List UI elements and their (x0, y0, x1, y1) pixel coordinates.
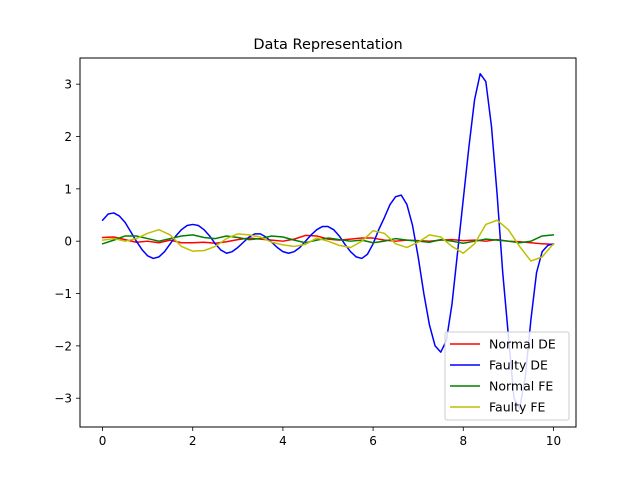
y-tick-label: 2 (64, 130, 72, 144)
legend-label: Faulty FE (489, 400, 546, 415)
y-tick-label: −1 (54, 287, 72, 301)
legend-frame (444, 331, 570, 421)
series-line-faulty-de (101, 72, 555, 410)
x-tick-label: 6 (369, 434, 377, 448)
x-tick-label: 10 (546, 434, 561, 448)
legend-label: Normal DE (489, 337, 556, 352)
y-axis: −3 −2 −1 0 1 2 3 (54, 78, 80, 406)
x-tick-label: 8 (459, 434, 467, 448)
y-tick-label: −2 (54, 339, 72, 353)
legend: Normal DE Faulty DE Normal FE Faulty FE (444, 331, 570, 421)
y-tick-label: 0 (64, 235, 72, 249)
y-tick-label: −3 (54, 392, 72, 406)
x-axis: 0 2 4 6 8 10 (99, 427, 561, 448)
y-tick-label: 3 (64, 78, 72, 92)
x-tick-label: 0 (99, 434, 107, 448)
plot-frame (79, 57, 577, 428)
x-tick-label: 2 (189, 434, 197, 448)
legend-label: Normal FE (489, 379, 553, 394)
series-line-faulty-fe (101, 219, 555, 262)
x-tick-label: 4 (279, 434, 287, 448)
legend-label: Faulty DE (489, 358, 548, 373)
chart-title: Data Representation (253, 37, 402, 53)
series-line-normal-fe (101, 234, 555, 245)
plot-area (101, 72, 555, 410)
y-tick-label: 1 (64, 182, 72, 196)
